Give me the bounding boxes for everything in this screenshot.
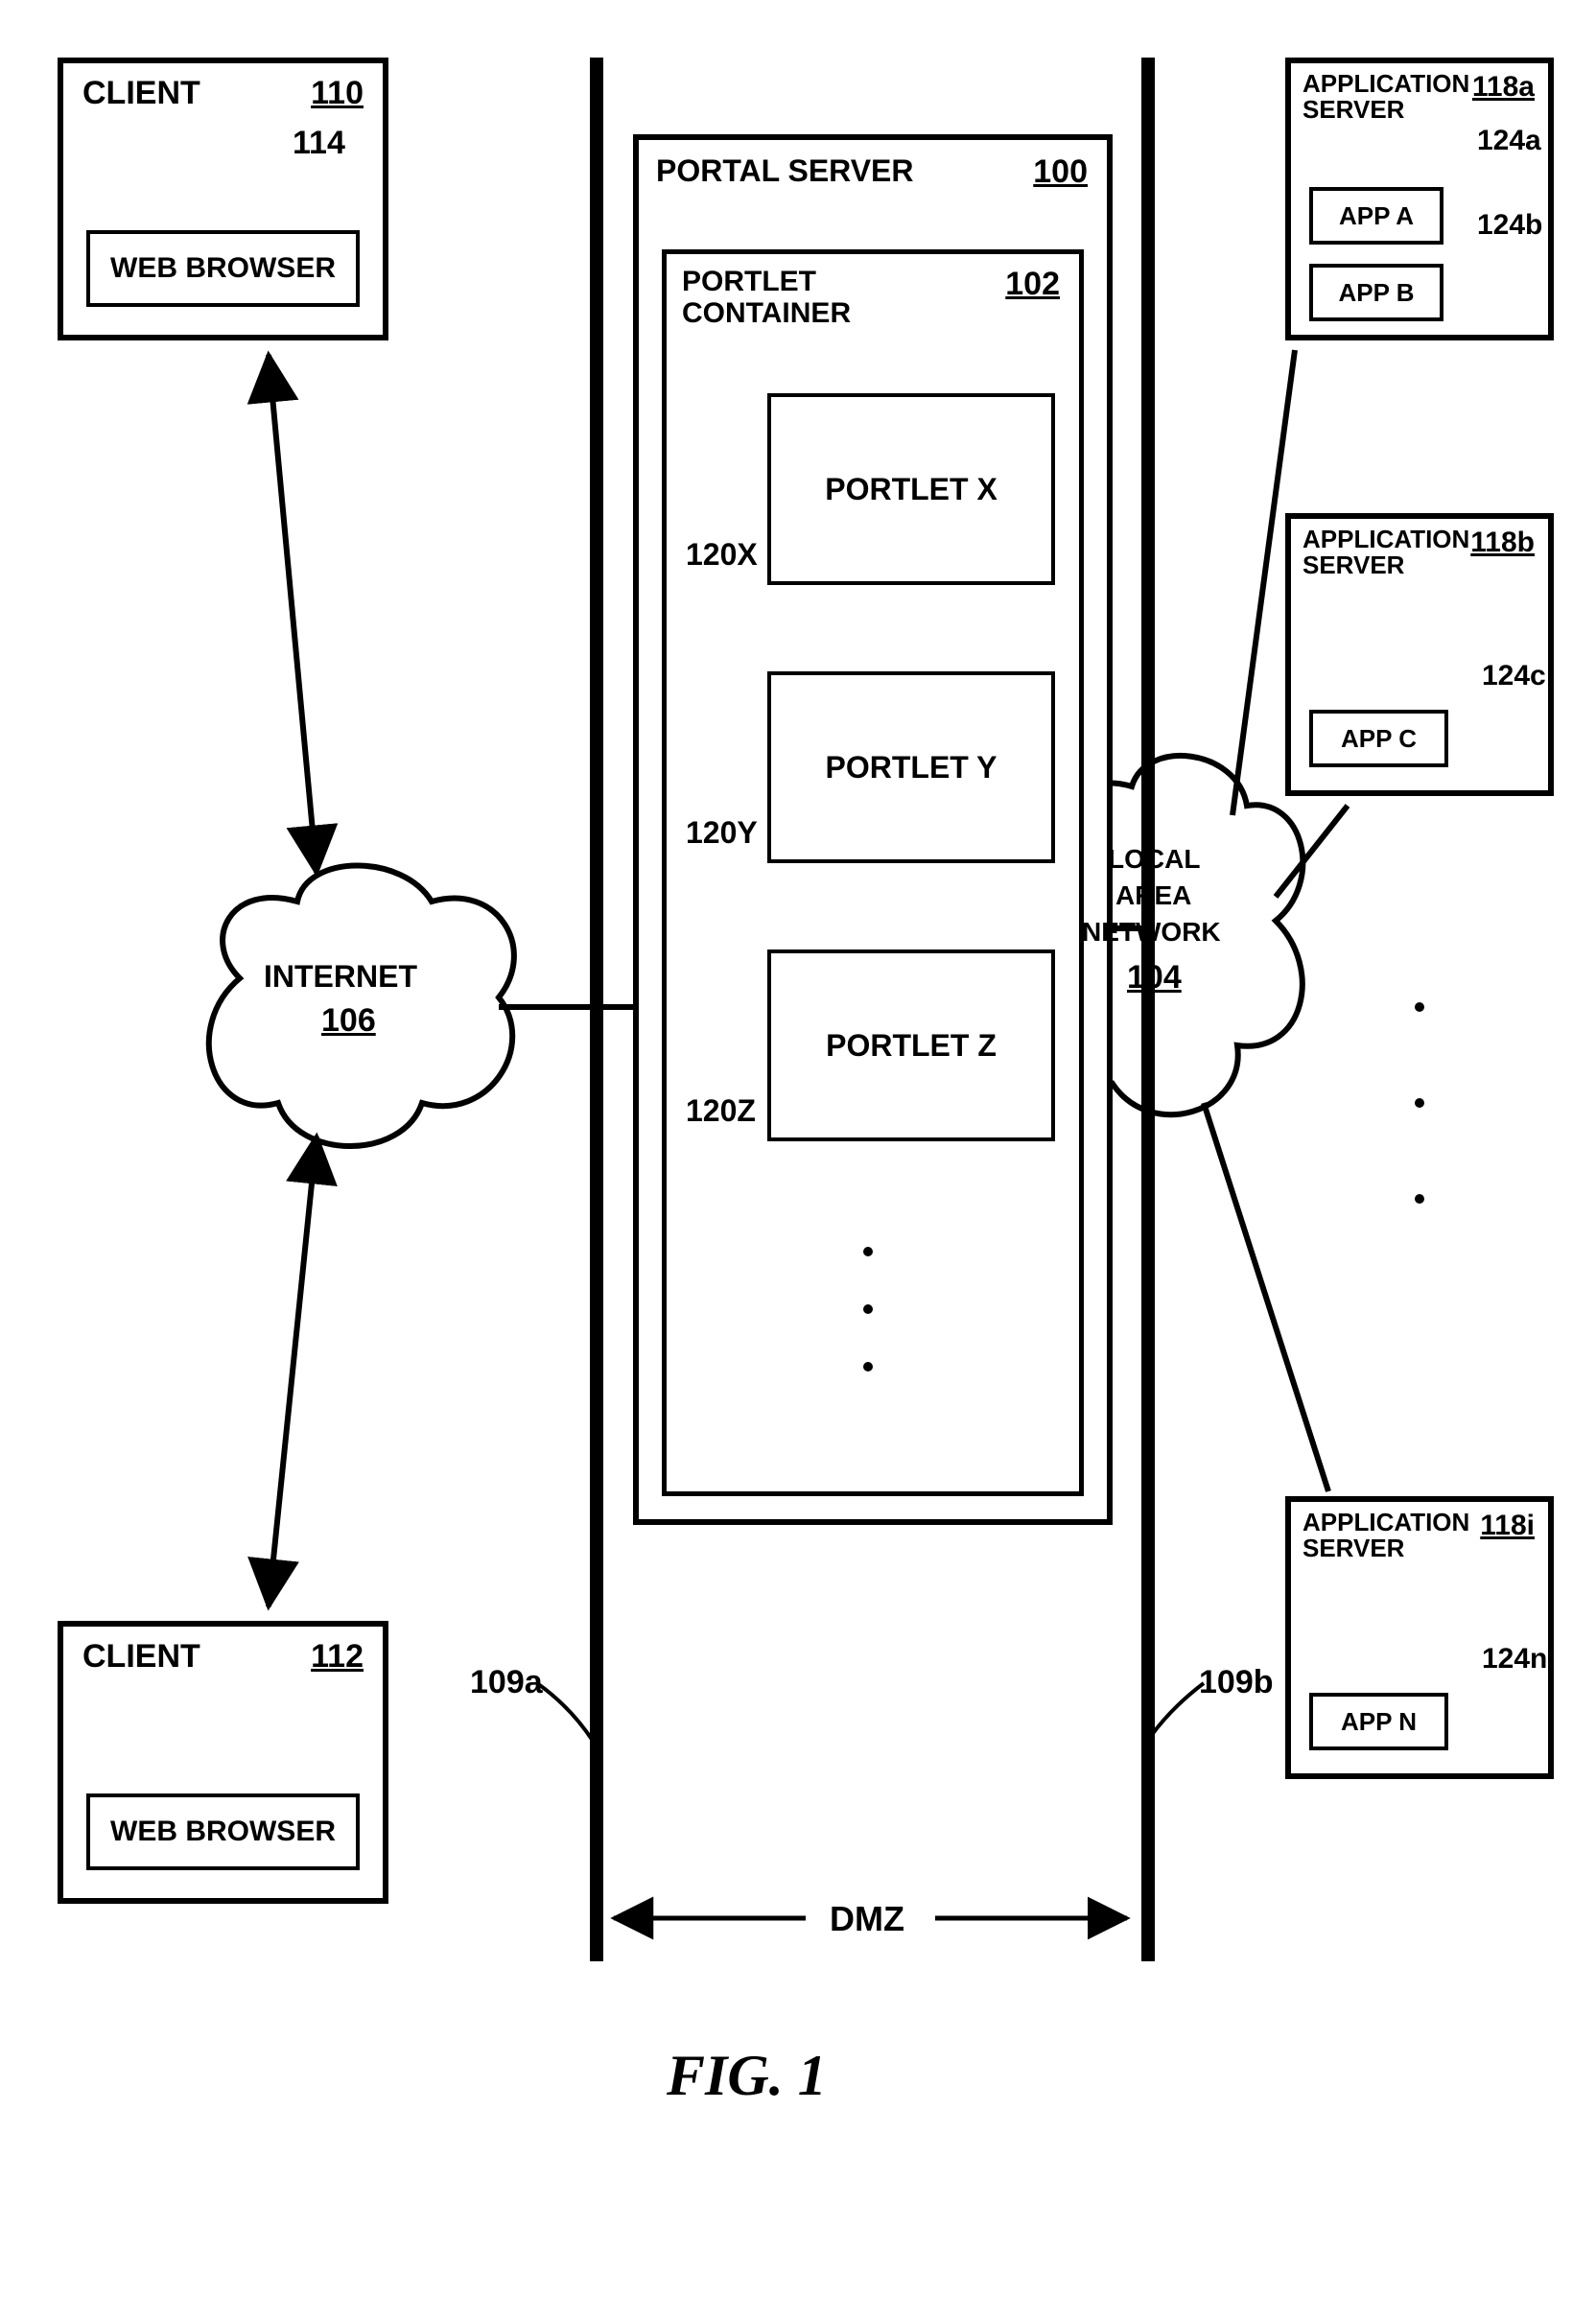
portal-ref: 100 — [1033, 153, 1088, 191]
client-2-ref: 112 — [311, 1638, 364, 1676]
app-b-label: APP B — [1339, 278, 1415, 308]
client-1-ref: 110 — [311, 75, 364, 112]
app-b-ref: 124b — [1477, 209, 1542, 242]
app-a-label: APP A — [1339, 201, 1414, 231]
firewall-a — [590, 58, 603, 1961]
app-n-ref: 124n — [1482, 1643, 1547, 1676]
app-server-3-title: APPLICATION SERVER — [1303, 1510, 1466, 1562]
client-2-title: CLIENT — [82, 1638, 200, 1676]
firewall-b-ref: 109b — [1199, 1664, 1274, 1701]
portlet-x-ref: 120X — [686, 537, 758, 573]
ellipsis-dot — [1415, 1098, 1424, 1108]
diagram-canvas: CLIENT 110 WEB BROWSER 114 CLIENT 112 WE… — [0, 0, 1596, 2297]
client-1-title: CLIENT — [82, 75, 200, 112]
portlet-container-title: PORTLET CONTAINER — [682, 266, 931, 329]
lan-line2: AREA — [1115, 880, 1191, 911]
portlet-y-ref: 120Y — [686, 815, 758, 851]
ellipsis-dot — [1415, 1002, 1424, 1012]
app-n-label: APP N — [1341, 1707, 1417, 1737]
portlet-x-label: PORTLET X — [825, 472, 998, 507]
lan-line1: LOCAL — [1108, 844, 1200, 875]
app-c-ref: 124c — [1482, 660, 1546, 692]
internet-ref: 106 — [321, 1002, 376, 1040]
lan-line3: NETWORK — [1082, 917, 1221, 948]
ellipsis-dot — [863, 1304, 873, 1314]
client-1-browser: WEB BROWSER — [86, 230, 360, 307]
portlet-z-label: PORTLET Z — [826, 1028, 997, 1064]
client-1-browser-ref: 114 — [293, 125, 345, 162]
app-c-label: APP C — [1341, 724, 1417, 754]
app-a-ref: 124a — [1477, 125, 1541, 157]
app-server-2-title: APPLICATION SERVER — [1303, 527, 1466, 579]
figure-title: FIG. 1 — [667, 2043, 827, 2109]
portlet-y: PORTLET Y — [767, 671, 1055, 863]
dmz-label: DMZ — [830, 1899, 904, 1939]
portal-title: PORTAL SERVER — [656, 153, 914, 189]
app-c: APP C — [1309, 710, 1448, 767]
ellipsis-dot — [863, 1247, 873, 1256]
portlet-y-label: PORTLET Y — [826, 750, 998, 785]
app-b: APP B — [1309, 264, 1443, 321]
portlet-z-ref: 120Z — [686, 1093, 756, 1129]
internet-label: INTERNET — [264, 959, 417, 995]
app-server-1-title: APPLICATION SERVER — [1303, 71, 1466, 124]
portlet-z: PORTLET Z — [767, 949, 1055, 1141]
app-server-3-ref: 118i — [1480, 1510, 1535, 1542]
portlet-container-ref: 102 — [1005, 266, 1060, 303]
app-n: APP N — [1309, 1693, 1448, 1750]
ellipsis-dot — [863, 1362, 873, 1371]
client-1-browser-label: WEB BROWSER — [110, 252, 336, 285]
firewall-a-ref: 109a — [470, 1664, 543, 1701]
client-2-browser-label: WEB BROWSER — [110, 1816, 336, 1848]
ellipsis-dot — [1415, 1194, 1424, 1204]
app-server-1-ref: 118a — [1472, 71, 1535, 104]
portlet-x: PORTLET X — [767, 393, 1055, 585]
client-2-browser: WEB BROWSER — [86, 1793, 360, 1870]
app-a: APP A — [1309, 187, 1443, 245]
app-server-2-ref: 118b — [1470, 527, 1535, 559]
firewall-b — [1141, 58, 1155, 1961]
lan-ref: 104 — [1127, 959, 1182, 996]
